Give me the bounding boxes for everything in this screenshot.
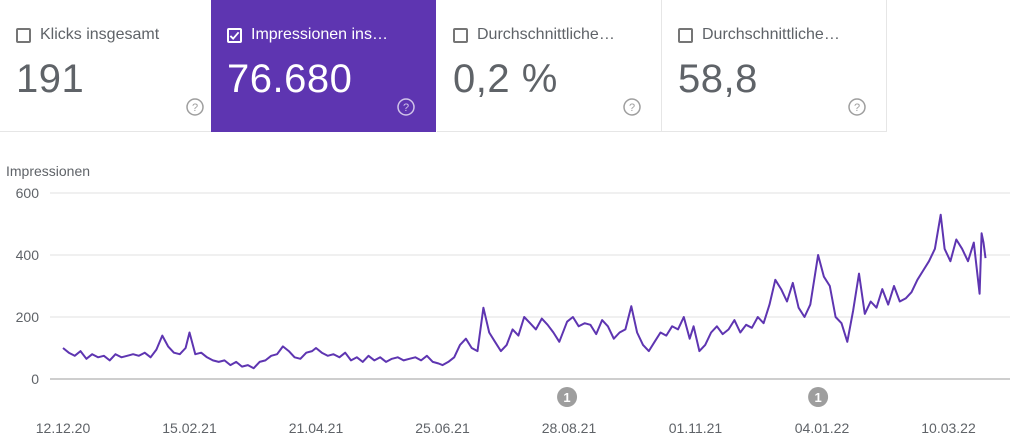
metric-value-impressions: 76.680 xyxy=(227,57,353,101)
checkbox-position[interactable] xyxy=(678,27,693,43)
metric-card-ctr[interactable]: Durchschnittliche… 0,2 % ? xyxy=(437,0,662,132)
checkbox-ctr[interactable] xyxy=(453,27,468,43)
metric-cards: Klicks insgesamt 191 ? Impressionen ins…… xyxy=(0,0,888,133)
checkbox-clicks[interactable] xyxy=(16,27,31,43)
help-circle-icon[interactable]: ? xyxy=(397,98,415,116)
metric-value-clicks: 191 xyxy=(16,57,85,101)
y-tick-label: 600 xyxy=(16,185,40,201)
svg-text:?: ? xyxy=(192,102,198,114)
check-icon xyxy=(229,31,240,40)
annotation-marker xyxy=(557,387,578,407)
metric-label-clicks: Klicks insgesamt xyxy=(40,26,160,43)
metric-card-clicks[interactable]: Klicks insgesamt 191 ? xyxy=(0,0,225,132)
y-tick-label: 0 xyxy=(31,371,39,387)
help-circle-icon[interactable]: ? xyxy=(186,98,204,116)
annotation-label: 1 xyxy=(563,390,570,405)
x-tick-label: 01.11.21 xyxy=(669,420,723,436)
series-line xyxy=(62,213,987,370)
metric-value-position: 58,8 xyxy=(678,57,758,101)
annotation-marker xyxy=(808,387,829,407)
svg-text:?: ? xyxy=(854,102,860,114)
x-tick-label: 10.03.22 xyxy=(921,420,976,436)
impressions-chart: Impressionen 0 200 400 600 12.12.20 15.02.21 2… xyxy=(6,163,1010,436)
metric-label-ctr: Durchschnittliche… xyxy=(477,26,615,43)
x-tick-label: 12.12.20 xyxy=(36,420,91,436)
y-axis-label: Impressionen xyxy=(6,163,90,179)
y-tick-label: 400 xyxy=(16,247,40,263)
svg-text:?: ? xyxy=(629,102,635,114)
metric-card-impressions[interactable]: Impressionen ins… 76.680 ? xyxy=(211,0,436,132)
svg-text:?: ? xyxy=(403,102,409,114)
metric-label-position: Durchschnittliche… xyxy=(702,26,840,43)
help-circle-icon[interactable]: ? xyxy=(848,98,866,116)
metric-card-position[interactable]: Durchschnittliche… 58,8 ? xyxy=(662,0,887,132)
metric-value-ctr: 0,2 % xyxy=(453,57,558,101)
y-tick-label: 200 xyxy=(16,309,40,325)
metric-label-impressions: Impressionen ins… xyxy=(251,26,388,43)
x-tick-label: 28.08.21 xyxy=(542,420,597,436)
checkbox-impressions[interactable] xyxy=(227,27,242,43)
x-tick-label: 25.06.21 xyxy=(415,420,470,436)
x-tick-label: 21.04.21 xyxy=(289,420,344,436)
annotation-label: 1 xyxy=(814,390,821,405)
help-circle-icon[interactable]: ? xyxy=(623,98,641,116)
x-tick-label: 04.01.22 xyxy=(795,420,850,436)
x-tick-label: 15.02.21 xyxy=(162,420,217,436)
